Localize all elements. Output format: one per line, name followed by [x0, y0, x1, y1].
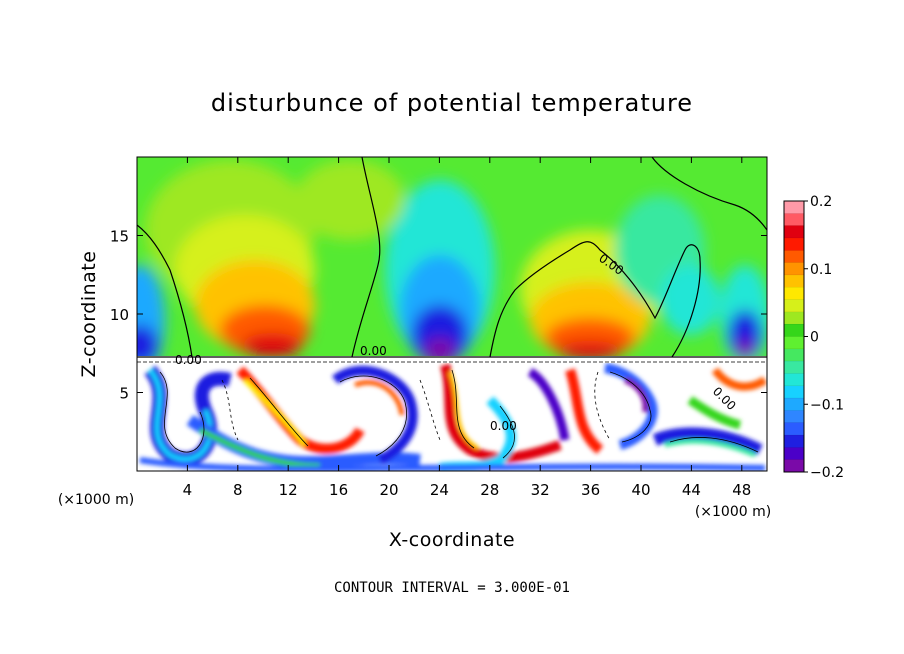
chart-title: disturbunce of potential temperature: [211, 89, 693, 117]
x-tick-label: 48: [732, 481, 751, 499]
colorbar-tick-label: 0.1: [810, 262, 832, 278]
x-tick-label: 4: [183, 481, 193, 499]
x-tick-label: 32: [531, 481, 550, 499]
plot-area: [137, 157, 767, 471]
x-tick-label: 36: [581, 481, 600, 499]
contour-label: 0.00: [175, 353, 202, 367]
x-tick-label: 12: [279, 481, 298, 499]
contour-label-group: 0.00 0.00 0.00 0.00 0.00: [175, 251, 739, 433]
x-unit-label: (×1000 m): [695, 504, 771, 520]
y-axis-label: Z-coordinate: [78, 251, 100, 378]
colorbar-segments: [784, 213, 804, 460]
x-axis-label: X-coordinate: [389, 529, 515, 551]
x-tick-label: 8: [233, 481, 243, 499]
y-unit-label: (×1000 m): [58, 492, 134, 508]
colorbar-tick-label: −0.2: [810, 465, 844, 481]
y-tick-label: 10: [110, 306, 129, 324]
colorbar-tick-label: −0.1: [810, 397, 844, 413]
colorbar-axis: 0.2 0.1 0 −0.1 −0.2: [804, 194, 844, 481]
x-axis: 4 8 12 16 20 24 28 32 36 40 44 48: [183, 157, 751, 499]
colorbar-tick-label: 0.2: [810, 194, 832, 210]
lower-layer-field: [139, 363, 767, 471]
x-tick-label: 28: [480, 481, 499, 499]
y-tick-label: 5: [119, 385, 129, 403]
zero-contours: [137, 157, 767, 358]
y-tick-label: 15: [110, 228, 129, 246]
contour-label: 0.00: [490, 419, 517, 433]
x-tick-label: 44: [682, 481, 701, 499]
x-tick-label: 16: [329, 481, 348, 499]
colorbar-tick-label: 0: [810, 330, 819, 346]
x-tick-label: 40: [631, 481, 650, 499]
x-tick-label: 20: [379, 481, 398, 499]
contour-interval-note: CONTOUR INTERVAL = 3.000E-01: [334, 580, 570, 596]
lower-layer-contours: [159, 369, 759, 459]
x-tick-label: 24: [430, 481, 449, 499]
contour-label: 0.00: [360, 344, 387, 358]
upper-layer-field: [137, 160, 767, 375]
y-axis: 5 10 15: [110, 228, 767, 403]
interface-band: [137, 356, 767, 363]
